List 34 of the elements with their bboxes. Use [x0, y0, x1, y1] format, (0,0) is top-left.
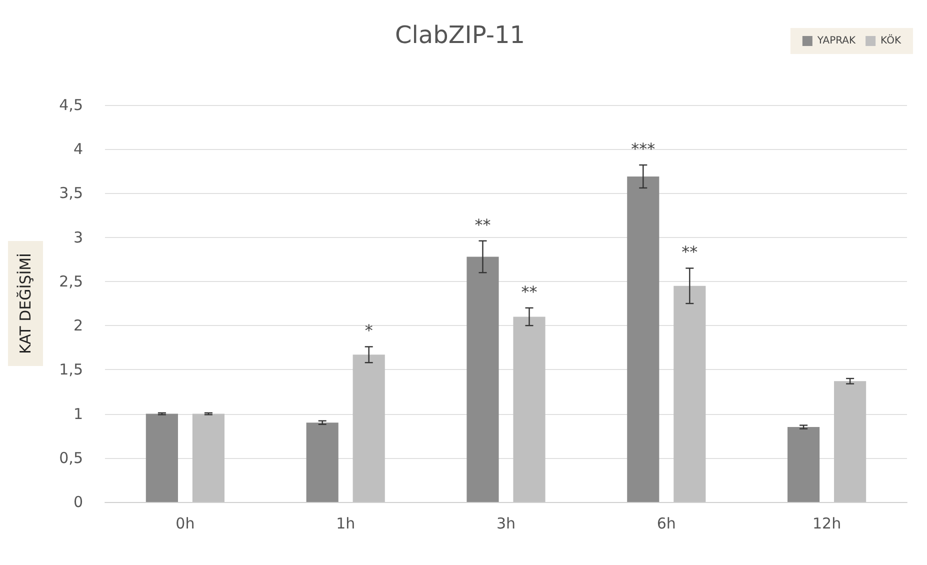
data-label: * — [364, 321, 373, 340]
x-tick-label: 0h — [176, 514, 195, 532]
y-tick-label: 3,5 — [59, 184, 83, 202]
y-tick-label: 3 — [73, 228, 83, 246]
bar — [352, 354, 385, 502]
y-tick-label: 1 — [73, 404, 83, 423]
bar — [306, 422, 338, 502]
data-label: ** — [682, 242, 698, 262]
bar — [627, 176, 660, 502]
x-tick-label: 6h — [656, 514, 676, 532]
data-label: *** — [631, 139, 656, 158]
chart-title: ClabZIP-11 — [394, 21, 526, 49]
x-tick-label: 12h — [812, 514, 842, 532]
y-tick-label: 4,5 — [59, 96, 83, 114]
y-tick-label: 0,5 — [59, 448, 83, 467]
bar — [513, 316, 546, 502]
bar — [788, 427, 820, 502]
data-label: ** — [474, 215, 491, 234]
x-tick-label: 1h — [336, 514, 356, 532]
bar — [146, 414, 178, 502]
legend-label: YAPRAK — [816, 36, 856, 46]
bar — [466, 256, 499, 502]
data-label: ** — [521, 282, 538, 302]
y-tick-label: 0 — [73, 493, 83, 511]
y-tick-label: 2,5 — [59, 272, 83, 290]
bar — [192, 414, 224, 502]
y-tick-label: 4 — [73, 140, 83, 158]
bar — [834, 381, 866, 502]
y-axis-title: KAT DEĞİŞİMİ — [16, 253, 34, 354]
y-tick-label: 1,5 — [59, 360, 83, 379]
legend-label: KÖK — [880, 34, 902, 46]
x-tick-label: 3h — [496, 514, 516, 532]
y-tick-label: 2 — [73, 316, 83, 335]
bar — [674, 286, 706, 502]
